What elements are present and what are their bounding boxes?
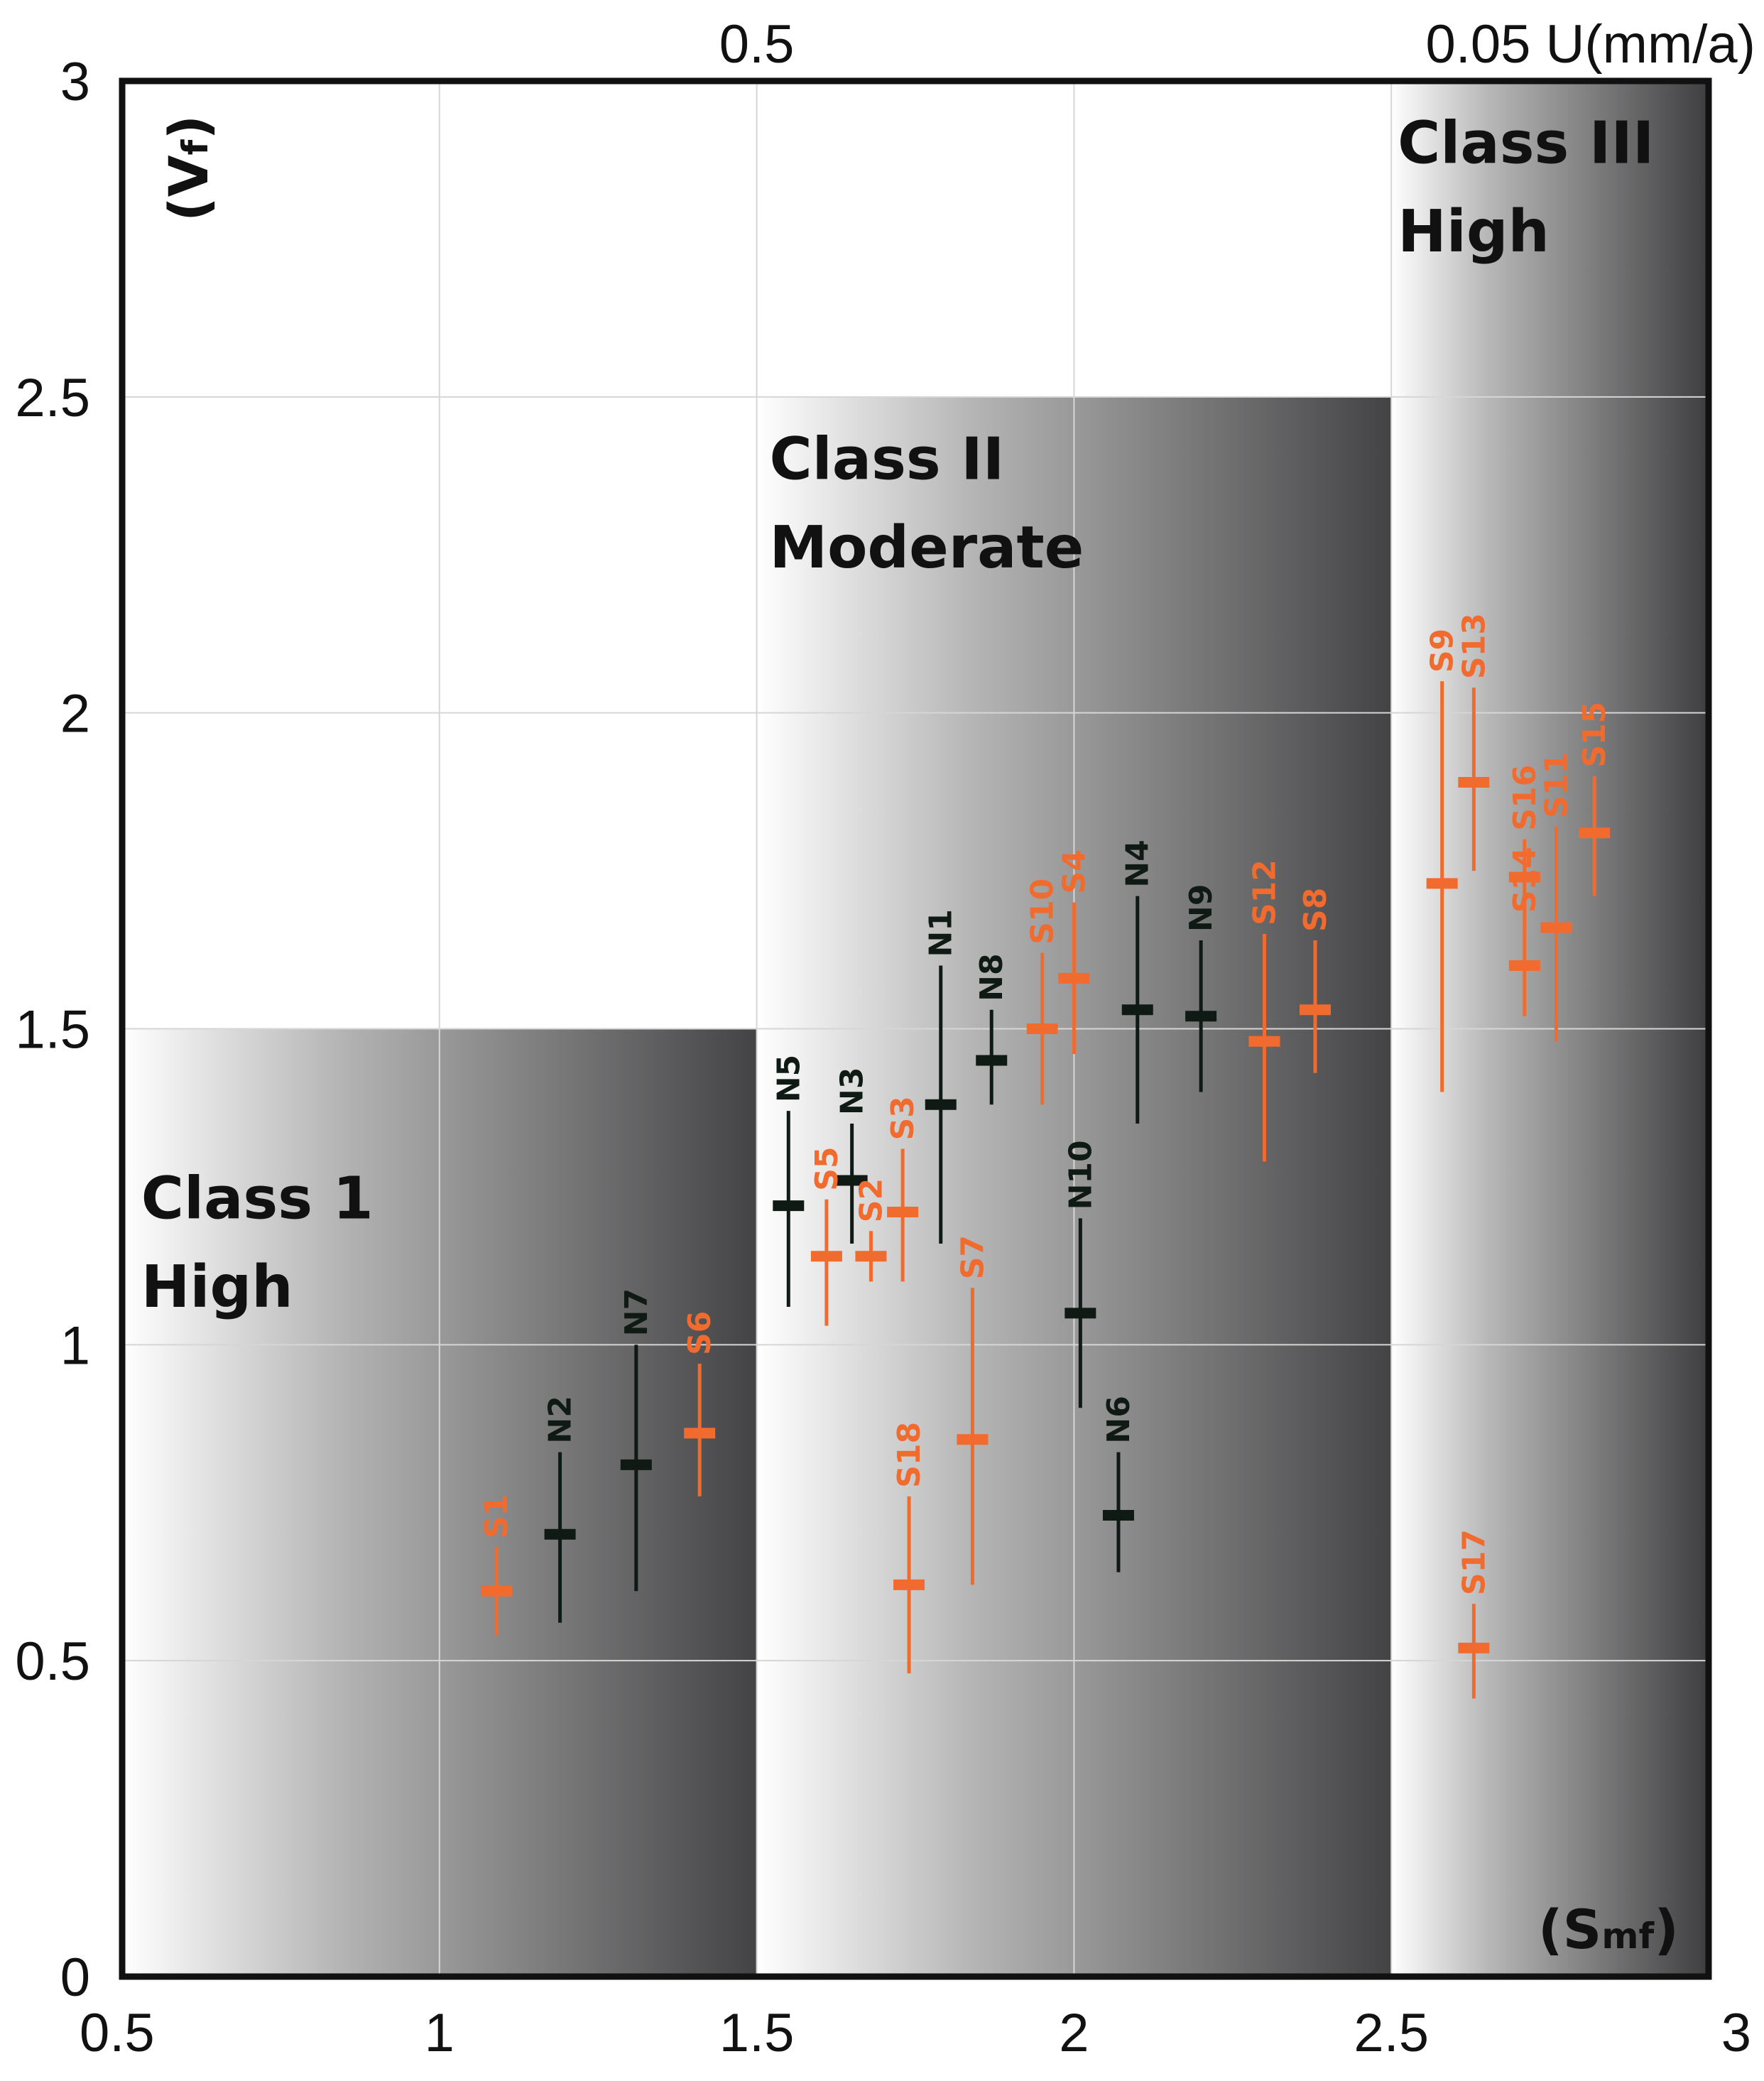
- label-N7: N7: [619, 1288, 655, 1336]
- label-S4: S4: [1056, 849, 1092, 893]
- point-S10: S10: [1025, 879, 1061, 1105]
- y-axis-title: (Vf): [157, 115, 220, 222]
- point-N9: N9: [1183, 884, 1219, 1092]
- point-N4: N4: [1120, 840, 1156, 1124]
- x-axis-title-main: S: [1563, 1898, 1602, 1961]
- label-N6: N6: [1101, 1396, 1137, 1443]
- x-axis-title-sub: mf: [1601, 1916, 1655, 1957]
- point-S5: S5: [809, 1146, 845, 1326]
- top-axis-label-1: 0.05 U(mm/a): [1425, 14, 1755, 75]
- point-S12: S12: [1246, 859, 1283, 1162]
- y-tick-label-5: 2.5: [15, 368, 90, 428]
- point-S7: S7: [954, 1235, 991, 1585]
- label-N4: N4: [1120, 840, 1156, 887]
- point-N6: N6: [1101, 1396, 1137, 1572]
- label-N8: N8: [974, 953, 1010, 1001]
- top-axis-label-0: 0.5: [719, 14, 795, 75]
- point-N2: N2: [543, 1396, 579, 1623]
- plot-frame: [119, 77, 1712, 1980]
- y-tick-label-2: 1: [60, 1315, 90, 1376]
- point-S9: S9: [1425, 629, 1461, 1092]
- x-tick-label-1: 1: [425, 2003, 454, 2063]
- label-S1: S1: [479, 1494, 515, 1538]
- label-N1: N1: [923, 909, 959, 957]
- label-S8: S8: [1297, 888, 1334, 932]
- point-S18: S18: [891, 1422, 927, 1673]
- label-S18: S18: [891, 1422, 927, 1488]
- point-N5: N5: [771, 1055, 807, 1307]
- y-tick-label-1: 0.5: [15, 1631, 90, 1692]
- point-S8: S8: [1297, 888, 1334, 1073]
- label-N9: N9: [1183, 884, 1219, 931]
- y-axis-title-main: V: [157, 155, 220, 197]
- point-S17: S17: [1456, 1529, 1492, 1699]
- label-N10: N10: [1062, 1140, 1099, 1210]
- class-2-title: Class II: [769, 425, 1004, 493]
- point-N1: N1: [923, 909, 959, 1244]
- class-1-subtitle: High: [141, 1254, 293, 1321]
- label-S5: S5: [809, 1146, 845, 1190]
- y-tick-label-6: 3: [60, 52, 90, 112]
- point-S15: S15: [1577, 702, 1613, 896]
- x-tick-label-5: 3: [1721, 2003, 1751, 2063]
- x-tick-label-2: 1.5: [719, 2003, 795, 2063]
- data-points: N1N2N3N4N5N6N7N8N9N10S1S2S3S4S5S6S7S8S9S…: [479, 613, 1613, 1699]
- point-N10: N10: [1062, 1140, 1099, 1408]
- label-S13: S13: [1456, 613, 1492, 679]
- y-axis-title-sub: f: [175, 138, 216, 155]
- label-S7: S7: [954, 1235, 991, 1279]
- label-S16: S16: [1507, 765, 1543, 831]
- label-S6: S6: [682, 1311, 718, 1355]
- point-S13: S13: [1456, 613, 1492, 871]
- class-3-subtitle: High: [1398, 198, 1550, 266]
- axis-titles: (Vf) (Smf): [157, 115, 1679, 1961]
- x-tick-label-0: 0.5: [80, 2003, 155, 2063]
- label-S11: S11: [1539, 752, 1575, 818]
- point-S4: S4: [1056, 849, 1092, 1055]
- class-labels: Class 1 High Class II Moderate Class III High: [141, 110, 1655, 1321]
- axis-ticks: 0.5 1 1.5 2 2.5 300.511.522.530.5 0.05 U(mm/a): [15, 14, 1755, 2063]
- point-S16: S16: [1507, 765, 1543, 928]
- label-S10: S10: [1025, 879, 1061, 945]
- label-S15: S15: [1577, 702, 1613, 768]
- point-N7: N7: [619, 1288, 655, 1592]
- label-S12: S12: [1246, 859, 1283, 925]
- point-S11: S11: [1539, 752, 1575, 1042]
- point-N3: N3: [834, 1067, 871, 1244]
- x-tick-label-3: 2: [1059, 2003, 1089, 2063]
- point-S6: S6: [682, 1311, 718, 1496]
- y-axis-title-paren-close: ): [157, 115, 220, 140]
- x-axis-title-paren-close: ): [1654, 1898, 1679, 1961]
- point-S2: S2: [853, 1178, 889, 1282]
- label-S2: S2: [853, 1178, 889, 1222]
- class-2-subtitle: Moderate: [769, 514, 1084, 582]
- class-1-title: Class 1: [141, 1165, 374, 1232]
- label-S3: S3: [885, 1096, 921, 1140]
- point-S3: S3: [885, 1096, 921, 1282]
- label-N3: N3: [834, 1067, 871, 1114]
- grid: [122, 81, 1709, 1977]
- label-S9: S9: [1425, 629, 1461, 673]
- y-tick-label-0: 0: [60, 1947, 90, 2008]
- point-S1: S1: [479, 1494, 515, 1636]
- point-N8: N8: [974, 953, 1010, 1105]
- label-N2: N2: [543, 1396, 579, 1443]
- label-S17: S17: [1456, 1529, 1492, 1595]
- y-tick-label-3: 1.5: [15, 1000, 90, 1060]
- y-axis-title-paren-open: (: [157, 197, 220, 222]
- y-tick-label-4: 2: [60, 684, 90, 744]
- x-tick-label-4: 2.5: [1354, 2003, 1429, 2063]
- x-axis-title-paren-open: (: [1538, 1898, 1563, 1961]
- label-N5: N5: [771, 1055, 807, 1102]
- class-3-title: Class III: [1398, 110, 1654, 178]
- x-axis-title: (Smf): [1538, 1898, 1679, 1961]
